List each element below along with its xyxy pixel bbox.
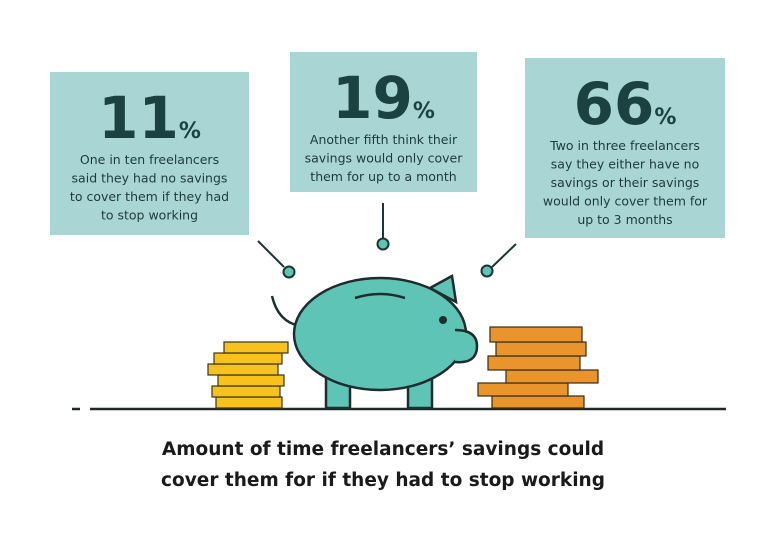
stat-description: to cover them if they had [70,189,229,204]
piggy-bank [270,274,479,410]
stat-description: Two in three freelancers [549,138,700,153]
stat-description: say they either have no [551,157,699,172]
stat-description: savings or their savings [551,175,700,190]
stat-box [290,52,477,192]
stat-description: them for up to a month [310,169,456,184]
stat-value: 19% [332,64,435,132]
stat-number: 19 [332,64,413,132]
stat-description: One in ten freelancers [80,152,219,167]
coins-right [477,326,599,409]
stat-description: to stop working [101,208,198,223]
stat-box [50,72,249,235]
stat-description: savings would only cover [305,151,464,166]
stat-number: 11 [98,84,179,152]
coins-left [207,341,289,409]
stat-unit: % [413,99,435,124]
pointers [257,203,517,279]
stat-unit: % [654,105,676,130]
stat-value: 66% [574,70,677,138]
stat-description: said they had no savings [72,171,228,186]
stat-description: Another fifth think their [310,132,458,147]
stat-value: 11% [98,84,201,152]
stat-description: up to 3 months [577,212,672,227]
caption: cover them for if they had to stop worki… [161,470,605,491]
caption: Amount of time freelancers’ savings coul… [162,439,604,460]
stat-box [525,58,725,238]
stat-description: would only cover them for [543,194,708,209]
stat-unit: % [179,119,201,144]
stat-number: 66 [574,70,655,138]
